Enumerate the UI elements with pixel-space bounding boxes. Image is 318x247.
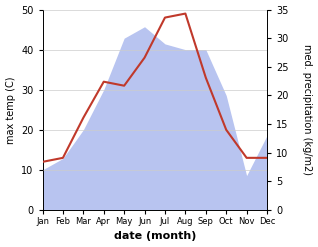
Y-axis label: max temp (C): max temp (C)	[5, 76, 16, 144]
Y-axis label: med. precipitation (kg/m2): med. precipitation (kg/m2)	[302, 44, 313, 175]
X-axis label: date (month): date (month)	[114, 231, 196, 242]
